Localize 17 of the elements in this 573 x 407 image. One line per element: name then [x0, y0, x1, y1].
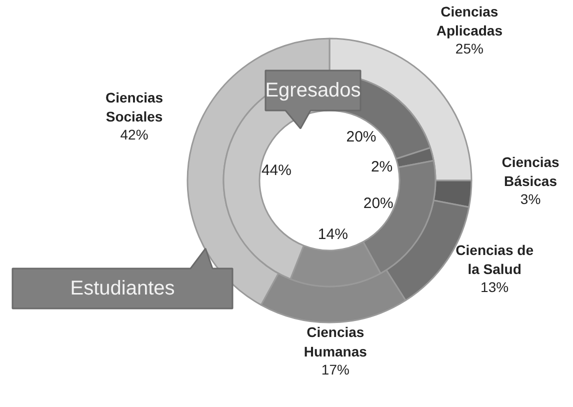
slice-label: Ciencias Aplicadas [436, 3, 503, 39]
data-label: 3% [520, 191, 541, 208]
data-label: 20% [363, 194, 394, 212]
data-label: 25% [455, 40, 484, 57]
data-label: 44% [261, 162, 292, 179]
data-label: 20% [346, 128, 376, 146]
slice-label: Estudiantes [70, 278, 175, 300]
slice-label: Egresados [265, 80, 361, 102]
slice-label: Ciencias Humanas [304, 324, 368, 360]
data-label: 13% [480, 279, 509, 296]
slice-label: Ciencias de la Salud [456, 242, 534, 278]
data-label: 17% [321, 361, 350, 378]
data-label: 42% [120, 126, 148, 143]
data-label: 14% [318, 226, 348, 243]
slice-label: Ciencias Sociales [105, 90, 164, 125]
data-label: 2% [370, 158, 393, 176]
slice-label: Ciencias Básicas [502, 154, 560, 190]
